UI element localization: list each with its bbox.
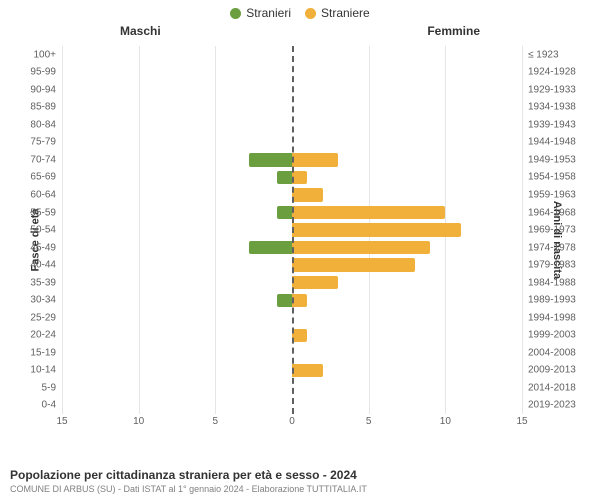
birth-year-label: 2009-2013 — [522, 365, 576, 376]
bar-female — [292, 329, 307, 342]
birth-year-label: 1999-2003 — [522, 330, 576, 341]
birth-year-label: ≤ 1923 — [522, 49, 559, 60]
legend-label-male: Stranieri — [246, 6, 291, 20]
age-label: 0-4 — [42, 400, 62, 411]
age-label: 35-39 — [30, 277, 62, 288]
footer-subtitle: COMUNE DI ARBUS (SU) - Dati ISTAT al 1° … — [10, 484, 367, 494]
birth-year-label: 1994-1998 — [522, 312, 576, 323]
side-header-left: Maschi — [120, 24, 161, 38]
bar-male — [277, 294, 292, 307]
legend-item-female: Straniere — [305, 6, 370, 20]
bar-female — [292, 241, 430, 254]
age-label: 25-29 — [30, 312, 62, 323]
bar-female — [292, 188, 323, 201]
legend-swatch-male — [230, 8, 241, 19]
birth-year-label: 1949-1953 — [522, 154, 576, 165]
birth-year-label: 1934-1938 — [522, 102, 576, 113]
bar-male — [277, 206, 292, 219]
legend-label-female: Straniere — [321, 6, 370, 20]
age-label: 50-54 — [30, 225, 62, 236]
x-tick-label: 15 — [56, 416, 67, 427]
bar-female — [292, 294, 307, 307]
birth-year-label: 2014-2018 — [522, 382, 576, 393]
side-header-right: Femmine — [427, 24, 480, 38]
legend: Stranieri Straniere — [0, 0, 600, 20]
age-label: 45-49 — [30, 242, 62, 253]
birth-year-label: 1964-1968 — [522, 207, 576, 218]
plot-area: 100+≤ 192395-991924-192890-941929-193385… — [62, 46, 522, 414]
birth-year-label: 1979-1983 — [522, 260, 576, 271]
x-tick-label: 15 — [516, 416, 527, 427]
bar-female — [292, 276, 338, 289]
birth-year-label: 1944-1948 — [522, 137, 576, 148]
age-label: 60-64 — [30, 190, 62, 201]
birth-year-label: 1984-1988 — [522, 277, 576, 288]
chart: Fasce di età Anni di nascita 100+≤ 19239… — [0, 40, 600, 440]
x-tick-label: 0 — [289, 416, 295, 427]
gridline — [62, 46, 63, 414]
birth-year-label: 1959-1963 — [522, 190, 576, 201]
age-label: 40-44 — [30, 260, 62, 271]
birth-year-label: 2004-2008 — [522, 347, 576, 358]
gridline — [139, 46, 140, 414]
x-tick-label: 5 — [366, 416, 372, 427]
age-label: 20-24 — [30, 330, 62, 341]
age-label: 100+ — [33, 49, 62, 60]
bar-female — [292, 153, 338, 166]
age-label: 90-94 — [30, 84, 62, 95]
age-label: 95-99 — [30, 67, 62, 78]
birth-year-label: 2019-2023 — [522, 400, 576, 411]
age-label: 80-84 — [30, 119, 62, 130]
birth-year-label: 1924-1928 — [522, 67, 576, 78]
age-label: 70-74 — [30, 154, 62, 165]
age-label: 5-9 — [42, 382, 62, 393]
x-tick-label: 5 — [213, 416, 219, 427]
age-label: 75-79 — [30, 137, 62, 148]
x-tick-label: 10 — [440, 416, 451, 427]
age-label: 10-14 — [30, 365, 62, 376]
birth-year-label: 1939-1943 — [522, 119, 576, 130]
age-label: 15-19 — [30, 347, 62, 358]
legend-item-male: Stranieri — [230, 6, 291, 20]
bar-female — [292, 206, 445, 219]
zero-line — [292, 46, 294, 414]
bar-male — [277, 171, 292, 184]
x-tick-label: 10 — [133, 416, 144, 427]
bar-male — [249, 153, 292, 166]
bar-male — [249, 241, 292, 254]
age-label: 85-89 — [30, 102, 62, 113]
age-label: 55-59 — [30, 207, 62, 218]
age-label: 65-69 — [30, 172, 62, 183]
legend-swatch-female — [305, 8, 316, 19]
bar-female — [292, 171, 307, 184]
birth-year-label: 1954-1958 — [522, 172, 576, 183]
age-label: 30-34 — [30, 295, 62, 306]
birth-year-label: 1989-1993 — [522, 295, 576, 306]
birth-year-label: 1969-1973 — [522, 225, 576, 236]
footer: Popolazione per cittadinanza straniera p… — [10, 468, 367, 494]
gridline — [215, 46, 216, 414]
bar-female — [292, 223, 461, 236]
bar-female — [292, 258, 415, 271]
x-axis: 15105051015 — [62, 416, 522, 432]
footer-title: Popolazione per cittadinanza straniera p… — [10, 468, 367, 482]
side-headers: Maschi Femmine — [0, 20, 600, 40]
gridline — [522, 46, 523, 414]
bar-female — [292, 364, 323, 377]
birth-year-label: 1974-1978 — [522, 242, 576, 253]
birth-year-label: 1929-1933 — [522, 84, 576, 95]
